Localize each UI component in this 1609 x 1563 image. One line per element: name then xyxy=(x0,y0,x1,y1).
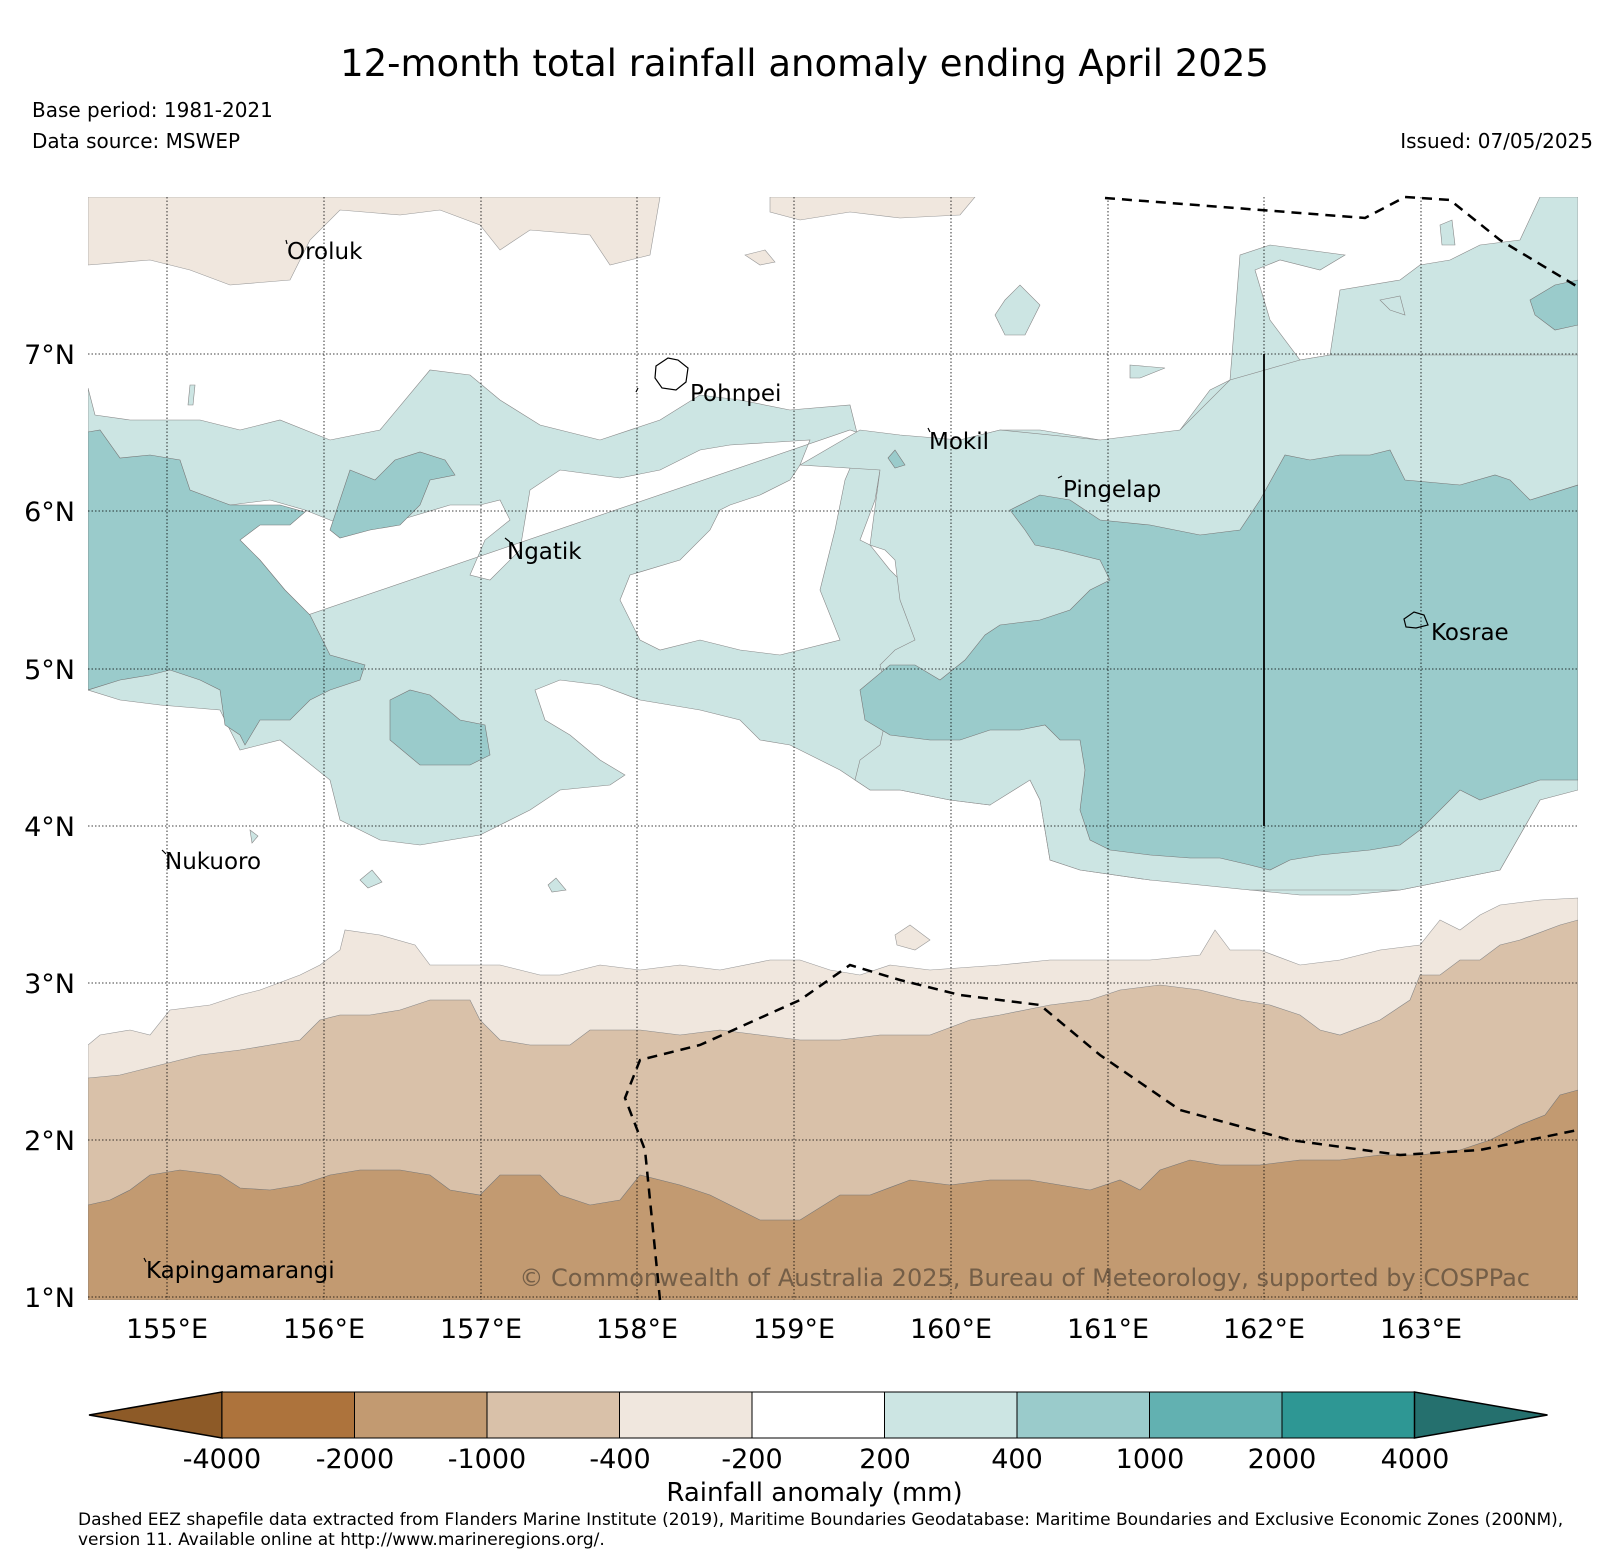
wet-zone-west-2 xyxy=(329,451,456,539)
cbar-tick-label: -1000 xyxy=(448,1444,526,1475)
cbar-tick-label: 2000 xyxy=(1248,1444,1317,1475)
wet-zone-west xyxy=(88,429,366,746)
anomaly-field xyxy=(88,197,1578,1300)
colorbar-title: Rainfall anomaly (mm) xyxy=(666,1478,963,1508)
lat-tick-7N: 7°N xyxy=(24,340,75,371)
cbar-extend-high xyxy=(1413,1391,1548,1439)
cbar-tick-label: 200 xyxy=(859,1444,911,1475)
lon-tick-157E: 157°E xyxy=(440,1314,522,1345)
island-label-pohnpei: Pohnpei xyxy=(690,381,781,407)
dry-zone-top-left xyxy=(88,197,661,286)
cbar-segment xyxy=(619,1391,753,1439)
cbar-tick-label: 400 xyxy=(991,1444,1043,1475)
cbar-tick-label: -4000 xyxy=(183,1444,261,1475)
base-period: Base period: 1981-2021 xyxy=(32,98,273,122)
island-label-nukuoro: Nukuoro xyxy=(165,849,261,875)
cbar-extend-low xyxy=(88,1391,223,1439)
lon-tick-156E: 156°E xyxy=(283,1314,365,1345)
lat-tick-6N: 6°N xyxy=(24,497,75,528)
cbar-segment xyxy=(1149,1391,1283,1439)
data-source: Data source: MSWEP xyxy=(32,129,241,153)
issued-date: Issued: 07/05/2025 xyxy=(1400,129,1593,153)
cbar-segment xyxy=(1281,1391,1415,1439)
island-outlines xyxy=(143,239,1429,1263)
island-label-ngatik: Ngatik xyxy=(507,539,582,565)
lat-tick-2N: 2°N xyxy=(24,1126,75,1157)
cbar-segment xyxy=(354,1391,488,1439)
lon-tick-161E: 161°E xyxy=(1067,1314,1149,1345)
cbar-tick-label: 1000 xyxy=(1116,1444,1185,1475)
lon-tick-163E: 163°E xyxy=(1380,1314,1462,1345)
lat-tick-1N: 1°N xyxy=(24,1283,75,1314)
island-label-pingelap: Pingelap xyxy=(1063,477,1161,503)
lon-tick-162E: 162°E xyxy=(1223,1314,1305,1345)
wet-zone-west-3 xyxy=(389,689,491,766)
lon-tick-159E: 159°E xyxy=(753,1314,835,1345)
dry-zone-top-center xyxy=(769,197,976,221)
cbar-segment xyxy=(1016,1391,1150,1439)
cbar-segment xyxy=(486,1391,620,1439)
eez-boundary xyxy=(623,195,1579,1301)
lat-tick-3N: 3°N xyxy=(24,969,75,1000)
lat-tick-4N: 4°N xyxy=(24,812,75,843)
cbar-segment xyxy=(751,1391,885,1439)
island-label-mokil: Mokil xyxy=(929,429,989,455)
cbar-tick-label: 4000 xyxy=(1381,1444,1450,1475)
kosrae-outline xyxy=(1403,611,1429,629)
cbar-tick-label: -200 xyxy=(721,1444,782,1475)
wet-zone-east xyxy=(859,449,1578,871)
island-label-kosrae: Kosrae xyxy=(1431,620,1509,646)
footnote: Dashed EEZ shapefile data extracted from… xyxy=(78,1510,1564,1550)
colorbar xyxy=(88,1391,1548,1439)
map-title: 12-month total rainfall anomaly ending A… xyxy=(340,42,1269,85)
lon-tick-158E: 158°E xyxy=(596,1314,678,1345)
cbar-tick-label: -2000 xyxy=(316,1444,394,1475)
cbar-tick-label: -400 xyxy=(589,1444,650,1475)
island-label-kapingamarangi: Kapingamarangi xyxy=(146,1258,335,1284)
lat-tick-5N: 5°N xyxy=(24,655,75,686)
pohnpei-outline xyxy=(654,357,689,391)
lon-tick-155E: 155°E xyxy=(126,1314,208,1345)
island-label-oroluk: Oroluk xyxy=(287,239,363,265)
cbar-segment xyxy=(884,1391,1018,1439)
lon-tick-160E: 160°E xyxy=(910,1314,992,1345)
copyright-notice: © Commonwealth of Australia 2025, Bureau… xyxy=(519,1264,1530,1292)
cbar-segment xyxy=(221,1391,355,1439)
